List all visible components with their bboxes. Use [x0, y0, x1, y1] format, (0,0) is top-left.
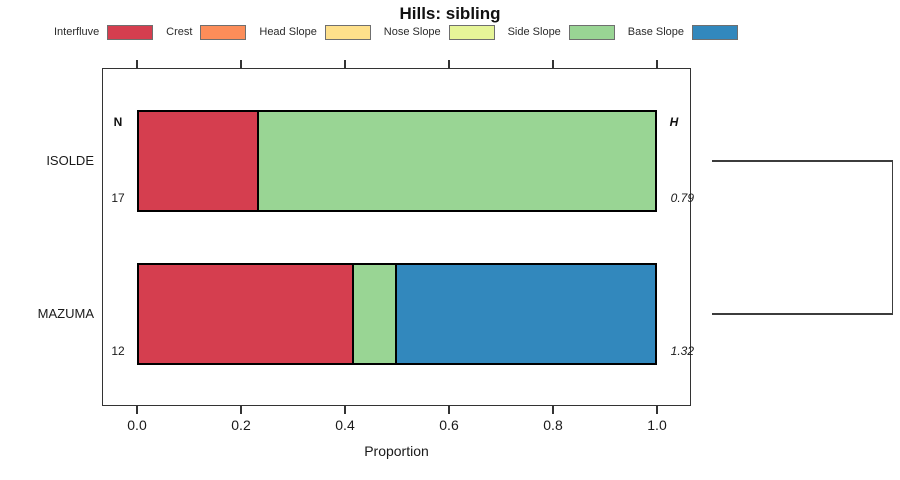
- bar-segment: [137, 110, 260, 212]
- bar-segment: [351, 263, 397, 365]
- legend-item: Base Slope: [627, 24, 738, 40]
- y-axis-label: ISOLDE: [46, 153, 94, 168]
- h-value: 0.79: [670, 191, 694, 205]
- bottom-axis-tick: [344, 406, 346, 414]
- legend-item-label: Interfluve: [54, 26, 100, 38]
- top-axis-tick: [552, 59, 554, 68]
- bottom-axis-tick: [448, 406, 450, 414]
- top-axis-tick: [240, 59, 242, 68]
- top-axis-tick: [656, 59, 658, 68]
- bar-segment: [137, 263, 354, 365]
- x-tick-label: 0.2: [231, 417, 251, 433]
- x-tick-label: 0.8: [543, 417, 563, 433]
- bottom-axis-tick: [552, 406, 554, 414]
- legend-item: Side Slope: [507, 24, 615, 40]
- bottom-axis-tick: [136, 406, 138, 414]
- legend-item-label: Crest: [166, 26, 193, 38]
- dendrogram-line-right: [891, 160, 893, 315]
- legend-swatch: [448, 24, 495, 40]
- top-axis-tick: [344, 59, 346, 68]
- legend-swatch: [107, 24, 154, 40]
- legend: Interfluve Crest Head Slope Nose Slope Side …: [54, 23, 738, 41]
- n-value: 12: [111, 344, 125, 358]
- legend-swatch: [200, 24, 247, 40]
- x-tick-label: 0.4: [335, 417, 355, 433]
- bar-segment: [395, 263, 657, 365]
- x-axis-title: Proportion: [364, 443, 429, 459]
- legend-swatch: [324, 24, 371, 40]
- y-axis-label: MAZUMA: [37, 306, 94, 321]
- legend-swatch: [692, 24, 738, 40]
- dendrogram-line-top: [712, 160, 893, 162]
- legend-swatch: [568, 24, 615, 40]
- h-column-header: H: [669, 115, 679, 129]
- chart-title: Hills: sibling: [399, 4, 501, 23]
- legend-item: Nose Slope: [383, 24, 495, 40]
- legend-item-label: Head Slope: [259, 26, 317, 38]
- bottom-axis-tick: [240, 406, 242, 414]
- legend-item: Crest: [166, 24, 247, 40]
- h-value: 1.32: [670, 344, 694, 358]
- legend-item: Interfluve: [54, 24, 154, 40]
- bottom-axis-tick: [656, 406, 658, 414]
- top-axis-tick: [136, 59, 138, 68]
- n-value: 17: [111, 191, 125, 205]
- dendrogram-line-bottom: [712, 313, 893, 315]
- legend-item-label: Nose Slope: [383, 26, 441, 38]
- legend-item-label: Side Slope: [507, 26, 561, 38]
- n-column-header: N: [113, 115, 123, 129]
- legend-item-label: Base Slope: [627, 26, 684, 38]
- top-axis-tick: [448, 59, 450, 68]
- legend-item: Head Slope: [259, 24, 371, 40]
- x-tick-label: 0.6: [439, 417, 459, 433]
- bar-segment: [257, 110, 657, 212]
- x-tick-label: 1.0: [647, 417, 667, 433]
- x-tick-label: 0.0: [127, 417, 147, 433]
